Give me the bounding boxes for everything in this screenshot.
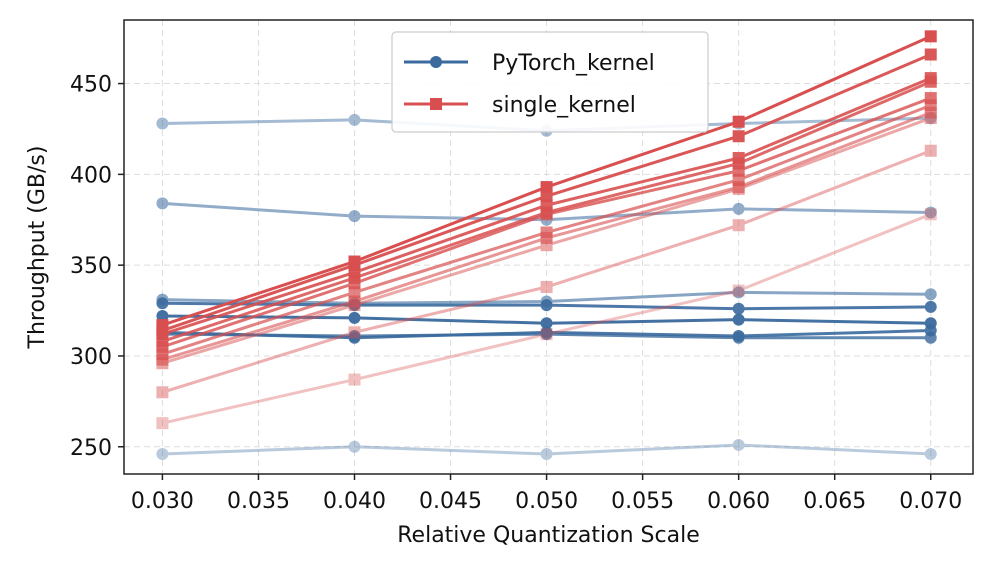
data-point <box>540 328 553 341</box>
y-axis-title: Throughput (GB/s) <box>25 146 50 350</box>
y-tick-label: 450 <box>70 73 112 98</box>
x-tick-label: 0.035 <box>227 489 290 514</box>
series-line <box>162 443 931 456</box>
series-single-9 <box>156 48 937 337</box>
data-point <box>540 208 553 221</box>
data-point <box>156 310 169 323</box>
legend-label-pytorch: PyTorch_kernel <box>492 51 655 76</box>
series-pytorch-4 <box>156 310 937 330</box>
data-point <box>732 302 745 315</box>
y-axis-ticks: 250 300 350 400 450 <box>70 73 124 461</box>
series-single-16 <box>156 144 937 399</box>
data-point <box>348 277 361 290</box>
x-tick-label: 0.065 <box>803 489 866 514</box>
x-tick-label: 0.030 <box>131 489 194 514</box>
data-point <box>924 300 937 313</box>
data-point <box>924 448 937 461</box>
data-point <box>540 181 553 194</box>
series-single-12 <box>156 92 937 353</box>
data-point <box>732 164 745 177</box>
x-tick-label: 0.050 <box>515 489 578 514</box>
x-tick-label: 0.055 <box>611 489 674 514</box>
legend-marker-single <box>430 98 442 110</box>
data-point <box>348 210 361 223</box>
data-point <box>540 190 553 203</box>
data-point <box>924 30 937 43</box>
data-point <box>732 182 745 195</box>
data-point <box>924 48 937 61</box>
plot-frame <box>123 19 974 475</box>
series-line <box>161 149 932 394</box>
data-point <box>540 239 553 252</box>
data-point <box>540 299 553 312</box>
x-tick-label: 0.060 <box>707 489 770 514</box>
data-point <box>156 117 169 130</box>
x-tick-label: 0.040 <box>323 489 386 514</box>
data-point <box>732 331 745 344</box>
data-point <box>540 317 553 330</box>
series-single-17 <box>156 208 937 430</box>
data-point <box>732 286 745 299</box>
data-point <box>156 197 169 210</box>
data-point <box>348 440 361 453</box>
y-tick-label: 250 <box>70 436 112 461</box>
legend: PyTorch_kernel single_kernel <box>391 31 709 133</box>
y-tick-label: 400 <box>70 163 112 188</box>
data-point <box>924 288 937 301</box>
data-point <box>924 144 937 157</box>
series-layer <box>156 30 937 461</box>
data-point <box>156 297 169 310</box>
y-tick-label: 350 <box>70 254 112 279</box>
x-tick-label: 0.045 <box>419 489 482 514</box>
y-tick-label: 300 <box>70 345 112 370</box>
data-point <box>540 448 553 461</box>
x-axis-ticks: 0.030 0.035 0.040 0.045 0.050 0.055 0.060 0.065… <box>131 474 962 514</box>
x-tick-label: 0.070 <box>899 489 962 514</box>
data-point <box>156 448 169 461</box>
legend-marker-pytorch <box>430 56 442 68</box>
data-point <box>156 357 169 370</box>
data-point <box>732 202 745 215</box>
x-axis-title: Relative Quantization Scale <box>397 523 700 548</box>
data-point <box>924 208 937 221</box>
data-point <box>732 284 745 297</box>
data-point <box>732 219 745 232</box>
data-point <box>540 328 553 341</box>
legend-label-single: single_kernel <box>492 93 636 118</box>
data-point <box>156 386 169 399</box>
data-point <box>348 113 361 126</box>
data-point <box>348 299 361 312</box>
data-point <box>348 311 361 324</box>
series-pytorch-7 <box>156 438 937 461</box>
data-point <box>732 130 745 143</box>
data-point <box>924 206 937 219</box>
legend-box <box>391 31 709 133</box>
data-point <box>732 438 745 451</box>
data-point <box>348 286 361 299</box>
series-line <box>162 212 932 425</box>
data-point <box>924 331 937 344</box>
data-point <box>924 112 937 125</box>
data-point <box>348 373 361 386</box>
data-point <box>156 417 169 430</box>
data-point <box>348 326 361 339</box>
data-point <box>924 75 937 88</box>
data-point <box>732 115 745 128</box>
data-point <box>732 313 745 326</box>
series-single-15 <box>156 112 937 370</box>
data-point <box>348 329 361 342</box>
data-point <box>540 280 553 293</box>
